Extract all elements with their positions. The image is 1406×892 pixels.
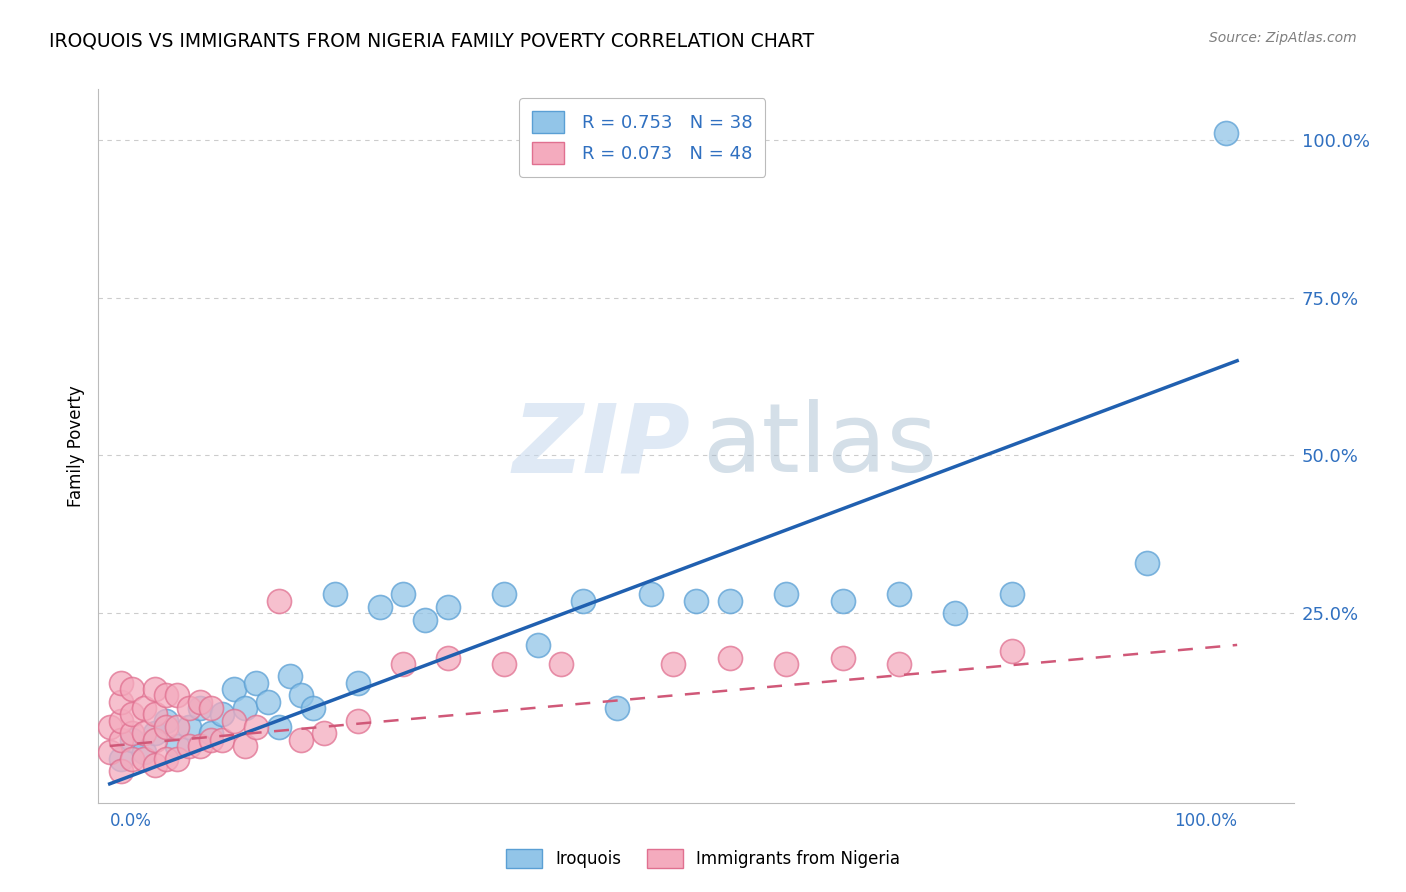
- Point: [256, 695, 278, 709]
- Point: [132, 751, 155, 765]
- Point: [606, 701, 628, 715]
- Point: [267, 593, 290, 607]
- Point: [640, 587, 662, 601]
- Point: [121, 732, 143, 747]
- Point: [392, 587, 415, 601]
- Point: [177, 701, 200, 715]
- Point: [155, 751, 177, 765]
- Point: [155, 689, 177, 703]
- Point: [290, 732, 312, 747]
- Point: [121, 726, 143, 740]
- Text: atlas: atlas: [702, 400, 936, 492]
- Point: [887, 657, 910, 671]
- Point: [155, 720, 177, 734]
- Text: ZIP: ZIP: [512, 400, 690, 492]
- Point: [437, 650, 460, 665]
- Point: [887, 587, 910, 601]
- Point: [494, 587, 516, 601]
- Text: 100.0%: 100.0%: [1174, 813, 1237, 830]
- Point: [110, 714, 132, 728]
- Point: [200, 732, 222, 747]
- Legend: R = 0.753   N = 38, R = 0.073   N = 48: R = 0.753 N = 38, R = 0.073 N = 48: [519, 98, 765, 177]
- Point: [177, 720, 200, 734]
- Point: [312, 726, 335, 740]
- Point: [323, 587, 346, 601]
- Point: [301, 701, 323, 715]
- Point: [685, 593, 707, 607]
- Point: [110, 695, 132, 709]
- Point: [368, 600, 391, 615]
- Point: [437, 600, 460, 615]
- Point: [211, 707, 233, 722]
- Point: [233, 739, 256, 753]
- Point: [1215, 127, 1237, 141]
- Point: [392, 657, 415, 671]
- Point: [572, 593, 595, 607]
- Point: [278, 669, 301, 683]
- Point: [98, 720, 121, 734]
- Point: [200, 726, 222, 740]
- Point: [1001, 587, 1024, 601]
- Point: [132, 701, 155, 715]
- Point: [121, 751, 143, 765]
- Point: [177, 739, 200, 753]
- Point: [98, 745, 121, 759]
- Point: [718, 593, 741, 607]
- Point: [110, 675, 132, 690]
- Point: [831, 593, 853, 607]
- Point: [143, 732, 166, 747]
- Point: [110, 764, 132, 779]
- Point: [662, 657, 685, 671]
- Point: [166, 689, 188, 703]
- Text: Source: ZipAtlas.com: Source: ZipAtlas.com: [1209, 31, 1357, 45]
- Point: [200, 701, 222, 715]
- Point: [211, 732, 233, 747]
- Point: [143, 758, 166, 772]
- Point: [245, 720, 267, 734]
- Point: [110, 751, 132, 765]
- Point: [188, 701, 211, 715]
- Point: [245, 675, 267, 690]
- Point: [346, 675, 368, 690]
- Y-axis label: Family Poverty: Family Poverty: [66, 385, 84, 507]
- Point: [132, 745, 155, 759]
- Point: [188, 739, 211, 753]
- Text: 0.0%: 0.0%: [110, 813, 152, 830]
- Point: [121, 707, 143, 722]
- Point: [188, 695, 211, 709]
- Point: [155, 714, 177, 728]
- Point: [550, 657, 572, 671]
- Point: [415, 613, 437, 627]
- Point: [222, 714, 245, 728]
- Point: [233, 701, 256, 715]
- Point: [831, 650, 853, 665]
- Point: [166, 739, 188, 753]
- Point: [494, 657, 516, 671]
- Point: [166, 751, 188, 765]
- Point: [718, 650, 741, 665]
- Point: [166, 720, 188, 734]
- Point: [143, 682, 166, 697]
- Point: [1136, 556, 1159, 570]
- Point: [1001, 644, 1024, 658]
- Point: [143, 707, 166, 722]
- Text: IROQUOIS VS IMMIGRANTS FROM NIGERIA FAMILY POVERTY CORRELATION CHART: IROQUOIS VS IMMIGRANTS FROM NIGERIA FAMI…: [49, 31, 814, 50]
- Point: [775, 587, 797, 601]
- Point: [110, 732, 132, 747]
- Point: [527, 638, 550, 652]
- Point: [290, 689, 312, 703]
- Point: [775, 657, 797, 671]
- Point: [143, 726, 166, 740]
- Point: [346, 714, 368, 728]
- Point: [222, 682, 245, 697]
- Point: [132, 726, 155, 740]
- Point: [267, 720, 290, 734]
- Point: [943, 607, 966, 621]
- Legend: Iroquois, Immigrants from Nigeria: Iroquois, Immigrants from Nigeria: [499, 842, 907, 875]
- Point: [121, 682, 143, 697]
